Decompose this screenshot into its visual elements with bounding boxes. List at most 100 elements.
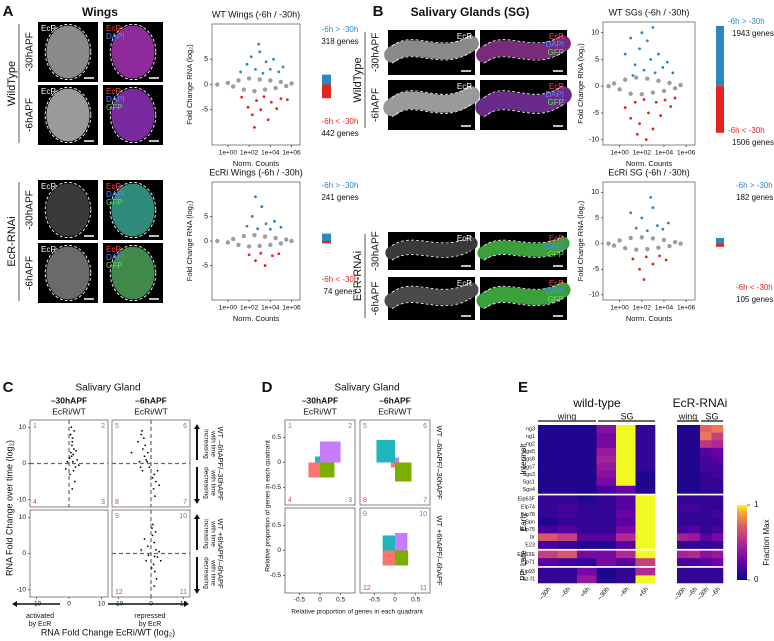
heatmap-cell [596,550,617,559]
point-unchanged [656,78,661,84]
legend-label: -6h < -30h [322,117,359,126]
heatmap-cell [635,575,656,584]
heatmap-cell [677,533,689,542]
point-unchanged [246,76,252,81]
tissue-outline [391,281,472,293]
point [277,252,281,256]
heatmap-cell [538,470,558,479]
point [279,97,283,101]
point [264,60,268,64]
heatmap-cell [577,463,597,471]
tissue-outline [44,244,92,302]
y-tick-label: 0 [277,459,281,466]
point [154,548,157,551]
quadrant-rect [390,462,395,468]
point [651,262,655,266]
gene-label: Eip74 [521,504,535,510]
y-tick-label: -0.5 [270,572,282,579]
stain-label: DAPI [545,90,564,99]
colorbar-tick-label: 1 [754,500,759,509]
point [153,541,156,544]
quadrant-rect [395,457,400,463]
column-title: –6hAPF [135,395,167,405]
time-label: with time [209,559,216,586]
y-tick-label: 5 [595,215,599,222]
gene-label: ftz-f1 [523,577,535,583]
y-axis-label: Fold Change RNA (log₂) [576,200,585,281]
plot-title: EcRi SG (-6h / -30h) [608,167,690,177]
heatmap-cell [577,525,597,534]
time-label: decreasing [202,557,209,589]
point-unchanged [661,88,667,94]
heatmap-cell [635,518,656,527]
heatmap-cell [616,432,636,441]
heatmap-cell [635,525,656,534]
heatmap-cell [677,447,689,456]
point [659,114,663,117]
count-label: 1506 genes [732,138,774,147]
heatmap-cell [635,567,656,576]
heatmap-cell [538,525,558,534]
point-unchanged [617,238,622,243]
heatmap-cell [616,550,636,559]
heatmap-cell [577,432,597,441]
point [153,585,156,588]
heatmap-cell [711,575,724,584]
point [147,554,150,557]
point [254,67,257,71]
stain-label: EcR [549,82,564,91]
point [245,224,249,228]
point [143,538,146,540]
point-unchanged [628,235,633,241]
point [666,221,670,225]
point [271,254,274,258]
heatmap-cell [688,432,701,441]
plot-title: WT SGs (-6h / -30h) [609,7,690,17]
x-tick-label: 1e+06 [677,305,696,312]
column-title: –30hAPF [302,395,338,405]
heatmap-cell [711,455,724,464]
heatmap-cell [700,470,712,479]
quadrant-number: 5 [363,423,367,430]
heatmap-cell [711,495,724,504]
x-annotation: repressed [134,613,165,620]
heatmap-cell [538,518,558,527]
point [634,226,638,230]
point [629,211,633,215]
point [635,132,639,136]
x-tick-label: 1e+04 [655,305,674,312]
heatmap-cell [635,470,656,479]
quadrant-number: 12 [115,589,123,596]
heatmap-cell [538,575,558,584]
point [259,108,263,112]
heatmap-cell [577,447,597,456]
stain-label: EcR [41,24,56,33]
y-tick-label: 0 [22,460,26,467]
point [69,433,72,436]
y-tick-label: 5 [595,56,599,63]
heatmap-cell [557,510,578,519]
point-unchanged [645,247,650,252]
point [657,52,660,56]
tissue [46,246,90,300]
stain-label: GFP [548,48,564,57]
heatmap-cell [596,455,617,464]
tissue [111,25,155,79]
quadrant-rect [308,462,320,478]
heatmap-cell [677,478,689,487]
x-tick-label: 1e+04 [261,150,280,157]
row-label: -6hAPF [25,98,36,132]
point [272,57,275,61]
point [256,227,259,231]
stain-label: DAPI [545,242,564,251]
quadrant-number: 8 [115,499,119,506]
point [255,99,258,103]
point [75,449,78,452]
x-annotation: activated [26,613,54,620]
quadrant-number: 4 [288,497,292,504]
point [654,100,658,104]
x-axis-label: Norm. Counts [233,314,280,323]
row-label: WT +6hAPF/–6hAPF [435,515,444,586]
point-unchanged [606,83,611,89]
heatmap-cell [677,558,689,567]
